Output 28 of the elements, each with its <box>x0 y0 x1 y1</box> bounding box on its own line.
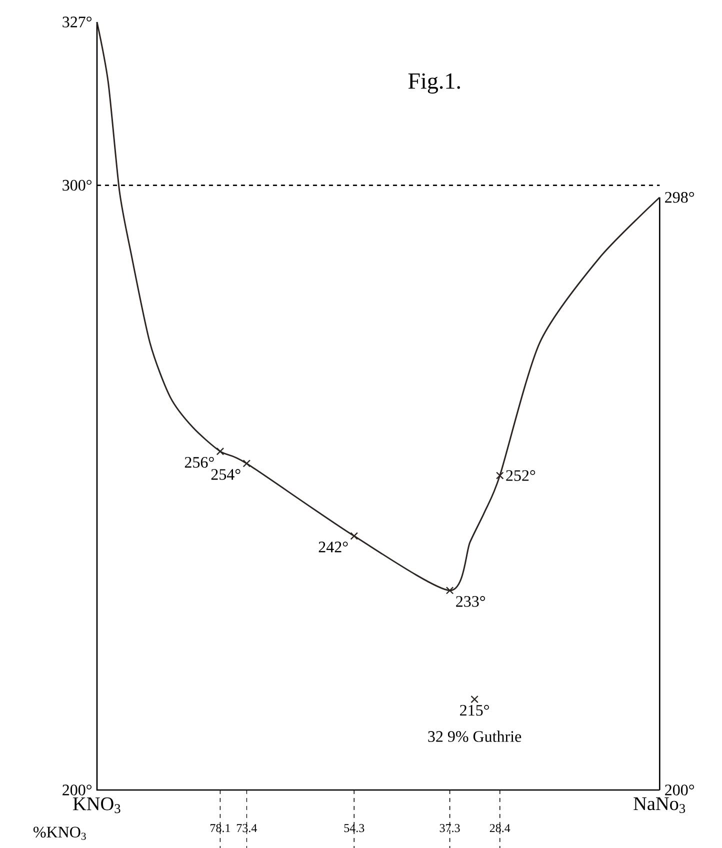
y2-tick-label: 200° <box>665 784 694 796</box>
x-tick-label: 37.3 <box>440 824 460 832</box>
line-series <box>96 21 660 592</box>
data-label: 254° <box>211 469 240 480</box>
point <box>216 447 224 456</box>
y-tick-label: 327° <box>62 16 92 28</box>
data-label: 233° <box>456 596 486 607</box>
point <box>446 586 454 594</box>
data-label: 242° <box>318 542 348 552</box>
point <box>470 695 478 704</box>
x-axis-title: %KNO$_{3}$ <box>34 826 86 840</box>
y2-tick-label: 298° <box>665 192 694 203</box>
text: Fig.1. <box>408 73 460 94</box>
y-tick-label: 300° <box>62 180 92 191</box>
text: KNO$_{3}$ <box>73 797 120 814</box>
point <box>496 472 504 480</box>
x-tick-label: 28.4 <box>490 824 510 832</box>
text: NaNo$_{3}$ <box>634 797 686 813</box>
x-tick-label: 73.4 <box>236 824 257 832</box>
data-label: 256° <box>184 456 214 468</box>
point <box>350 532 358 540</box>
data-label: 252° <box>506 470 536 481</box>
y-tick-label: 200° <box>62 784 92 796</box>
data-label: 215° <box>460 704 489 716</box>
x-tick-label: 54.3 <box>344 824 364 832</box>
point <box>242 460 251 468</box>
x-tick-label: 78.1 <box>210 824 230 832</box>
annotation: 32 9% Guthrie <box>428 730 522 742</box>
